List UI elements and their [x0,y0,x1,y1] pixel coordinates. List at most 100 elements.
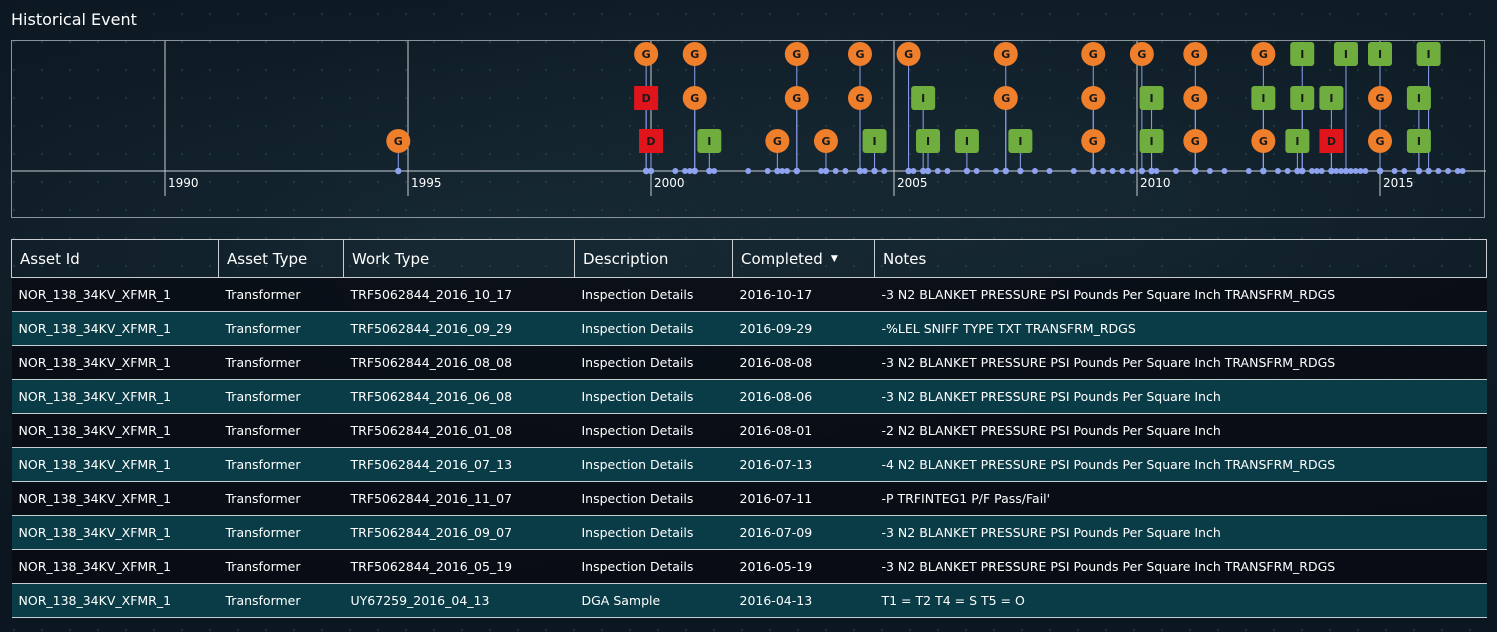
event-dot[interactable] [647,167,655,175]
event-marker-i[interactable] [1406,129,1431,153]
event-marker-i[interactable] [1139,86,1164,110]
event-dot[interactable] [1192,167,1199,175]
event-marker-g[interactable] [1081,42,1106,66]
event-dot[interactable] [905,167,912,175]
event-marker-g[interactable] [1081,129,1106,153]
event-dot[interactable] [784,168,791,174]
event-dot[interactable] [818,168,825,174]
event-marker-i[interactable] [1285,129,1310,153]
event-dot[interactable] [822,167,830,175]
event-dot[interactable] [1401,168,1408,174]
event-dot[interactable] [1017,167,1024,175]
event-dot[interactable] [1313,168,1320,174]
table-row[interactable]: NOR_138_34KV_XFMR_1 Transformer TRF5062844… [11,549,1487,584]
event-marker-g[interactable] [386,129,411,153]
event-marker-d[interactable] [639,129,663,153]
event-dot[interactable] [1328,167,1335,175]
event-dot[interactable] [395,167,402,175]
event-dot[interactable] [1070,168,1077,174]
table-row[interactable]: NOR_138_34KV_XFMR_1 Transformer TRF5062844… [11,515,1487,550]
event-dot[interactable] [1357,168,1364,174]
event-marker-i[interactable] [911,86,936,110]
event-dot[interactable] [1099,168,1106,174]
event-dot[interactable] [1445,168,1452,174]
event-dot[interactable] [910,168,917,174]
event-dot[interactable] [1172,168,1179,174]
event-marker-g[interactable] [1251,129,1276,153]
event-dot[interactable] [779,168,786,174]
event-marker-i[interactable] [1008,129,1033,153]
event-dot[interactable] [1221,168,1228,174]
event-dot[interactable] [1435,168,1442,174]
event-dot[interactable] [1347,168,1354,174]
event-marker-i[interactable] [1333,42,1358,66]
event-dot[interactable] [1245,168,1252,174]
event-dot[interactable] [924,167,932,175]
event-marker-g[interactable] [784,42,809,66]
event-dot[interactable] [706,167,713,175]
event-dot[interactable] [1415,167,1423,175]
event-marker-g[interactable] [993,42,1018,66]
event-dot[interactable] [856,167,864,175]
event-dot[interactable] [793,167,800,175]
column-header-completed[interactable]: Completed ▼ [732,239,875,278]
event-dot[interactable] [1284,168,1291,174]
event-dot[interactable] [973,168,980,174]
event-dot[interactable] [1376,167,1384,175]
table-row[interactable]: NOR_138_34KV_XFMR_1 Transformer TRF5062844… [11,481,1487,516]
event-marker-g[interactable] [682,86,707,110]
event-dot[interactable] [1109,168,1116,174]
event-dot[interactable] [1138,167,1146,175]
event-marker-i[interactable] [1290,42,1315,66]
event-dot[interactable] [1425,167,1432,175]
event-dot[interactable] [682,168,689,174]
event-marker-i[interactable] [1319,86,1344,110]
event-marker-i[interactable] [862,129,887,153]
event-dot[interactable] [745,168,752,174]
table-row[interactable]: NOR_138_34KV_XFMR_1 Transformer UY67259_20… [11,583,1487,618]
sort-descending-icon[interactable]: ▼ [830,254,838,264]
event-dot[interactable] [919,167,927,175]
column-header-notes[interactable]: Notes [874,239,1487,278]
event-marker-i[interactable] [1406,86,1431,110]
event-dot[interactable] [1299,167,1306,175]
event-marker-i[interactable] [697,129,722,153]
event-marker-g[interactable] [784,86,809,110]
event-dot[interactable] [774,167,781,175]
event-dot[interactable] [1206,168,1213,174]
event-dot[interactable] [1342,167,1350,175]
event-marker-i[interactable] [1251,86,1276,110]
event-marker-g[interactable] [682,42,707,66]
event-dot[interactable] [1454,168,1461,174]
event-marker-i[interactable] [954,129,979,153]
event-dot[interactable] [1318,168,1325,174]
event-marker-i[interactable] [1139,129,1164,153]
event-marker-d[interactable] [1319,129,1344,153]
event-dot[interactable] [881,168,888,174]
event-marker-i[interactable] [1368,42,1392,66]
table-row[interactable]: NOR_138_34KV_XFMR_1 Transformer TRF5062844… [11,311,1487,346]
event-dot[interactable] [1274,168,1281,174]
event-marker-d[interactable] [634,86,659,110]
event-dot[interactable] [1459,168,1466,174]
table-row[interactable]: NOR_138_34KV_XFMR_1 Transformer TRF5062844… [11,379,1487,414]
event-marker-g[interactable] [1081,86,1106,110]
column-header-work-type[interactable]: Work Type [343,239,575,278]
event-dot[interactable] [1002,167,1009,175]
event-dot[interactable] [832,168,839,174]
event-dot[interactable] [672,168,679,174]
event-marker-g[interactable] [896,42,921,66]
event-dot[interactable] [711,168,718,174]
event-dot[interactable] [691,167,698,175]
event-dot[interactable] [993,168,1000,174]
column-header-description[interactable]: Description [574,239,733,278]
event-dot[interactable] [1260,167,1267,175]
event-dot[interactable] [1153,168,1160,174]
event-dot[interactable] [1046,168,1053,174]
table-row[interactable]: NOR_138_34KV_XFMR_1 Transformer TRF5062844… [11,345,1487,380]
event-marker-g[interactable] [1183,129,1208,153]
event-marker-g[interactable] [1183,42,1208,66]
event-dot[interactable] [1294,167,1301,175]
event-dot[interactable] [1352,168,1359,174]
table-row[interactable]: NOR_138_34KV_XFMR_1 Transformer TRF5062844… [11,413,1487,448]
